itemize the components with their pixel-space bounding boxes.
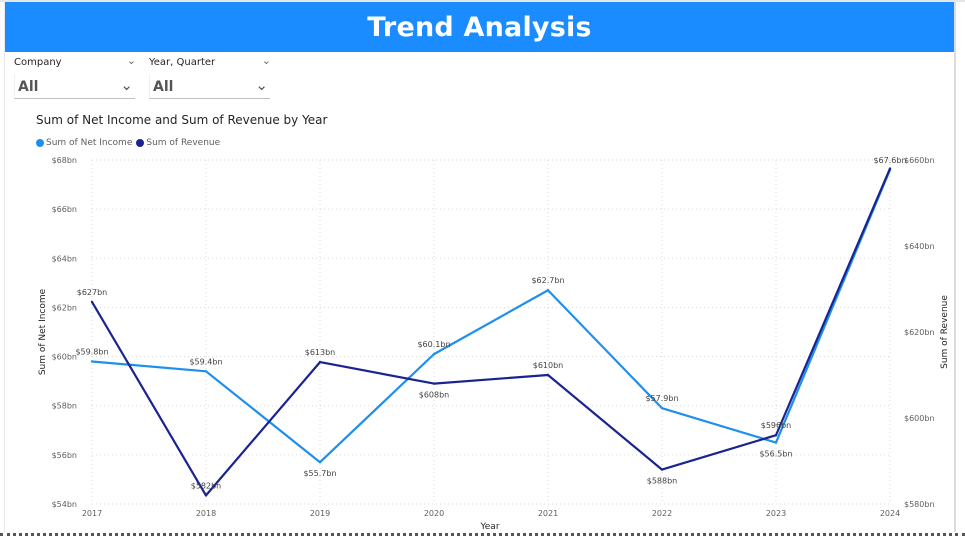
report-title-bar: Trend Analysis xyxy=(5,2,954,52)
y-tick-label: $54bn xyxy=(52,500,77,509)
net-income-line xyxy=(91,169,892,464)
net-income-point xyxy=(90,360,94,363)
net-income-data-label: $59.4bn xyxy=(189,357,222,366)
revenue-line xyxy=(91,168,892,497)
chevron-down-icon[interactable]: ⌄ xyxy=(255,76,268,94)
y-axis-title: Sum of Net Income xyxy=(38,288,48,375)
y-tick-label: $64bn xyxy=(52,254,77,263)
x-axis-title: Year xyxy=(479,522,499,532)
revenue-point xyxy=(546,373,550,377)
y2-tick-label: $600bn xyxy=(904,414,935,423)
net-income-data-label: $60.1bn xyxy=(417,340,450,349)
revenue-point xyxy=(774,434,778,437)
x-tick-label: 2023 xyxy=(766,509,786,518)
chevron-down-icon[interactable]: ⌄ xyxy=(261,54,271,67)
revenue-point xyxy=(432,382,436,385)
net-income-data-label: $67.6bn xyxy=(873,156,906,165)
revenue-data-label: $627bn xyxy=(77,288,108,297)
visual-bottom-border xyxy=(0,533,965,536)
legend-item-revenue[interactable]: Sum of Revenue xyxy=(136,138,220,148)
revenue-point xyxy=(318,360,322,364)
company-slicer[interactable]: Company ⌄ All ⌄ xyxy=(14,54,136,102)
net-income-data-label: $62.7bn xyxy=(531,276,564,285)
net-income-point xyxy=(660,406,664,410)
net-income-point xyxy=(774,441,778,444)
x-tick-label: 2018 xyxy=(196,509,216,518)
legend-label-revenue: Sum of Revenue xyxy=(146,138,221,148)
y-tick-label: $62bn xyxy=(52,303,77,312)
revenue-data-label: $608bn xyxy=(419,391,450,400)
y2-axis-title: Sum of Revenue xyxy=(940,295,950,369)
revenue-data-label: $610bn xyxy=(533,361,564,370)
net-income-data-label: $57.9bn xyxy=(645,394,678,403)
frame-left-border xyxy=(4,2,5,532)
revenue-point xyxy=(90,300,94,304)
y2-tick-label: $640bn xyxy=(904,242,935,251)
y-tick-label: $56bn xyxy=(52,451,77,460)
year-quarter-slicer[interactable]: Year, Quarter ⌄ All ⌄ xyxy=(149,54,271,102)
x-tick-label: 2022 xyxy=(652,509,672,518)
y-tick-label: $58bn xyxy=(52,402,77,411)
legend-label-net-income: Sum of Net Income xyxy=(46,138,133,148)
revenue-data-label: $582bn xyxy=(191,481,222,490)
revenue-point xyxy=(660,468,664,471)
company-dropdown-value: All xyxy=(18,79,39,95)
year-quarter-dropdown[interactable]: All ⌄ xyxy=(149,74,270,99)
legend-dot-icon xyxy=(136,139,145,147)
revenue-point xyxy=(204,494,208,497)
legend-item-net-income[interactable]: Sum of Net Income xyxy=(36,138,132,148)
net-income-point xyxy=(318,461,322,464)
frame-right-border xyxy=(954,2,956,532)
legend-dot-icon xyxy=(36,139,44,147)
net-income-data-label: $55.7bn xyxy=(303,469,336,478)
frame-top-border xyxy=(0,0,965,2)
x-tick-label: 2024 xyxy=(880,509,900,518)
x-tick-label: 2017 xyxy=(82,509,102,518)
x-tick-label: 2021 xyxy=(538,509,558,518)
y2-tick-label: $620bn xyxy=(904,328,935,337)
net-income-data-label: $56.5bn xyxy=(759,450,792,459)
company-slicer-label: Company xyxy=(14,57,62,68)
chart-legend: Sum of Net Income Sum of Revenue xyxy=(36,138,224,148)
report-title: Trend Analysis xyxy=(367,11,592,43)
chevron-down-icon[interactable]: ⌄ xyxy=(126,54,136,67)
net-income-data-label: $59.8bn xyxy=(75,347,108,356)
revenue-data-label: $596bn xyxy=(761,421,792,430)
net-income-point xyxy=(432,352,436,356)
y2-tick-label: $580bn xyxy=(904,500,935,509)
revenue-point xyxy=(888,167,892,170)
net-income-point xyxy=(546,289,550,292)
y-tick-label: $68bn xyxy=(52,156,77,165)
y-tick-label: $66bn xyxy=(52,205,77,214)
year-quarter-dropdown-value: All xyxy=(153,79,174,95)
chart-title: Sum of Net Income and Sum of Revenue by … xyxy=(36,113,328,127)
x-tick-label: 2019 xyxy=(310,509,330,518)
net-income-point xyxy=(204,370,208,373)
revenue-data-label: $613bn xyxy=(305,348,336,357)
company-dropdown[interactable]: All ⌄ xyxy=(14,74,135,99)
y-tick-label: $60bn xyxy=(52,353,77,362)
chevron-down-icon[interactable]: ⌄ xyxy=(120,76,133,94)
revenue-data-label: $588bn xyxy=(647,477,678,486)
year-quarter-slicer-label: Year, Quarter xyxy=(149,57,216,68)
y2-tick-label: $660bn xyxy=(904,156,935,165)
x-tick-label: 2020 xyxy=(424,509,444,518)
